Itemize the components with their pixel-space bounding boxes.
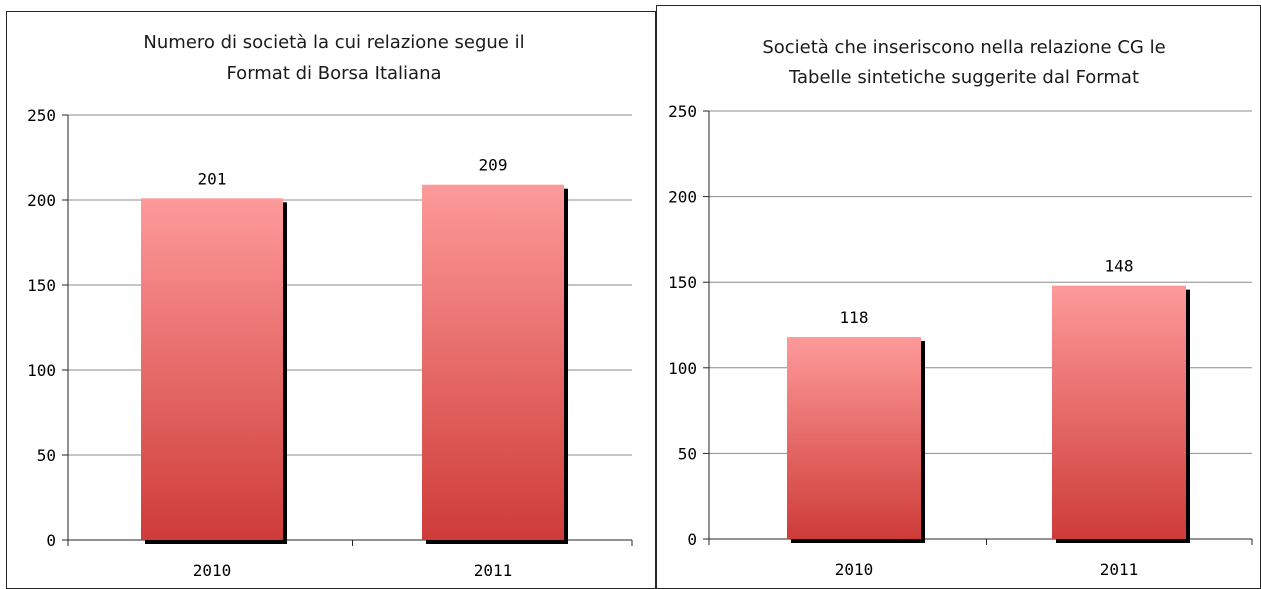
x-tick-label: 2011 [1100,560,1139,579]
bar-2010 [787,336,921,539]
chart-title-line: Società che inseriscono nella relazione … [762,37,1165,58]
data-label: 201 [198,169,227,188]
x-tick-label: 2011 [474,561,513,580]
bar-2010 [141,198,283,541]
y-tick-label: 250 [27,106,56,125]
chart-title-line: Format di Borsa Italiana [226,63,441,84]
data-label: 148 [1105,257,1134,276]
y-tick-label: 200 [668,188,697,207]
y-tick-label: 50 [37,446,56,465]
x-tick-label: 2010 [193,561,232,580]
y-tick-label: 0 [687,530,697,549]
chart-panel-left: Numero di società la cui relazione segue… [6,11,656,589]
bar-chart-left: Numero di società la cui relazione segue… [6,11,656,589]
data-label: 118 [840,308,869,327]
chart-panel-right: Società che inseriscono nella relazione … [656,5,1261,589]
y-tick-label: 150 [27,276,56,295]
x-tick-label: 2010 [835,560,874,579]
y-tick-label: 200 [27,191,56,210]
bar-2011 [422,184,564,540]
y-tick-label: 50 [678,444,697,463]
data-label: 209 [479,156,508,175]
y-tick-label: 100 [668,359,697,378]
y-tick-label: 100 [27,361,56,380]
y-tick-label: 150 [668,273,697,292]
bar-2011 [1052,285,1186,539]
chart-title-line: Numero di società la cui relazione segue… [143,32,524,53]
y-tick-label: 0 [46,531,56,550]
y-tick-label: 250 [668,102,697,121]
chart-title-line: Tabelle sintetiche suggerite dal Format [788,67,1139,88]
bar-chart-right: Società che inseriscono nella relazione … [656,5,1261,589]
